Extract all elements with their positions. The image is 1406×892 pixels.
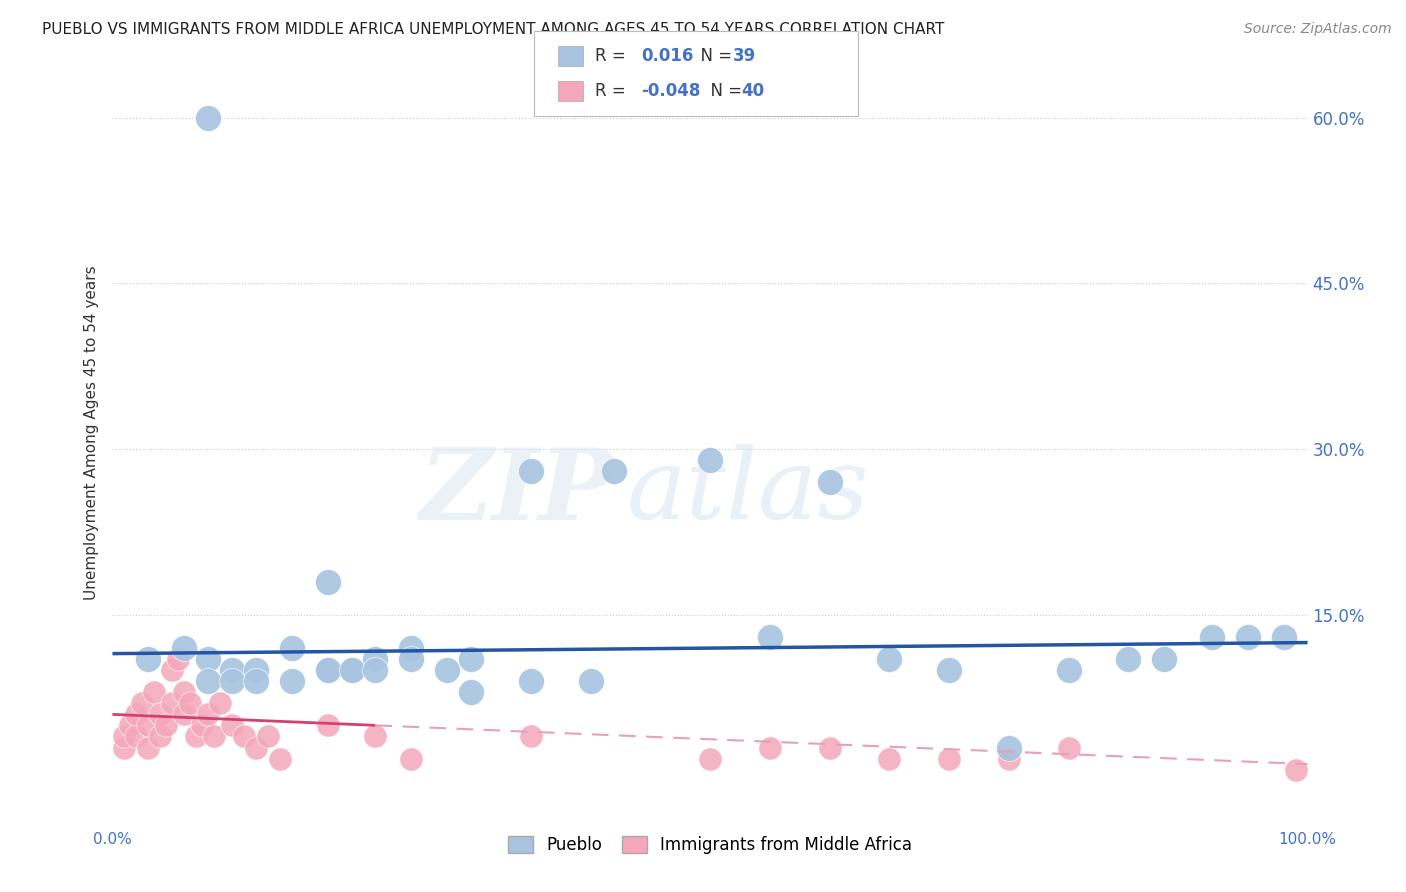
Point — [257, 730, 280, 744]
Point — [879, 652, 901, 666]
Point — [209, 697, 232, 711]
Point — [699, 751, 721, 765]
Point — [818, 740, 841, 755]
Point — [1118, 652, 1140, 666]
Text: 0.0%: 0.0% — [93, 832, 132, 847]
Point — [316, 718, 339, 732]
Point — [125, 707, 148, 722]
Text: ZIP: ZIP — [419, 443, 614, 540]
Point — [316, 574, 339, 589]
Point — [520, 674, 543, 689]
Text: R =: R = — [595, 82, 631, 100]
Point — [138, 652, 160, 666]
Point — [938, 663, 960, 677]
Point — [364, 663, 387, 677]
Point — [520, 730, 543, 744]
Point — [197, 674, 219, 689]
Point — [520, 464, 543, 478]
Point — [1237, 630, 1260, 644]
Point — [173, 685, 195, 699]
Point — [879, 751, 901, 765]
Point — [245, 740, 267, 755]
Point — [401, 652, 423, 666]
Point — [401, 641, 423, 656]
Point — [316, 663, 339, 677]
Point — [340, 663, 363, 677]
Point — [155, 718, 177, 732]
Point — [1272, 630, 1295, 644]
Point — [167, 652, 190, 666]
Point — [114, 730, 135, 744]
Point — [197, 111, 219, 125]
Text: 0.016: 0.016 — [641, 47, 693, 65]
Point — [186, 730, 208, 744]
Point — [149, 707, 172, 722]
Point — [1153, 652, 1175, 666]
Point — [245, 674, 267, 689]
Point — [759, 740, 782, 755]
Point — [759, 630, 782, 644]
Point — [197, 652, 219, 666]
Point — [1285, 763, 1308, 777]
Text: -0.048: -0.048 — [641, 82, 700, 100]
Legend: Pueblo, Immigrants from Middle Africa: Pueblo, Immigrants from Middle Africa — [501, 830, 920, 861]
Point — [173, 707, 195, 722]
Point — [173, 641, 195, 656]
Point — [162, 663, 183, 677]
Point — [998, 751, 1021, 765]
Point — [202, 730, 225, 744]
Point — [179, 697, 201, 711]
Point — [364, 730, 387, 744]
Point — [281, 641, 304, 656]
Point — [281, 674, 304, 689]
Y-axis label: Unemployment Among Ages 45 to 54 years: Unemployment Among Ages 45 to 54 years — [83, 265, 98, 600]
Point — [162, 697, 183, 711]
Point — [818, 475, 841, 490]
Point — [221, 674, 243, 689]
Point — [436, 663, 458, 677]
Point — [699, 453, 721, 467]
Text: PUEBLO VS IMMIGRANTS FROM MIDDLE AFRICA UNEMPLOYMENT AMONG AGES 45 TO 54 YEARS C: PUEBLO VS IMMIGRANTS FROM MIDDLE AFRICA … — [42, 22, 945, 37]
Point — [221, 718, 243, 732]
Point — [938, 751, 960, 765]
Point — [401, 751, 423, 765]
Text: Source: ZipAtlas.com: Source: ZipAtlas.com — [1244, 22, 1392, 37]
Text: 40: 40 — [741, 82, 763, 100]
Point — [245, 663, 267, 677]
Point — [143, 685, 166, 699]
Point — [1057, 740, 1080, 755]
Point — [138, 740, 160, 755]
Point — [138, 718, 160, 732]
Text: R =: R = — [595, 47, 631, 65]
Point — [460, 652, 482, 666]
Point — [125, 730, 148, 744]
Text: N =: N = — [690, 47, 738, 65]
Point — [233, 730, 256, 744]
Point — [340, 663, 363, 677]
Point — [149, 730, 172, 744]
Point — [316, 663, 339, 677]
Point — [1201, 630, 1223, 644]
Point — [364, 652, 387, 666]
Point — [460, 685, 482, 699]
Point — [197, 707, 219, 722]
Point — [269, 751, 291, 765]
Text: atlas: atlas — [627, 444, 869, 540]
Point — [131, 697, 153, 711]
Point — [603, 464, 626, 478]
Point — [191, 718, 214, 732]
Text: N =: N = — [700, 82, 748, 100]
Point — [221, 663, 243, 677]
Point — [120, 718, 142, 732]
Point — [1057, 663, 1080, 677]
Point — [579, 674, 602, 689]
Point — [998, 740, 1021, 755]
Text: 100.0%: 100.0% — [1278, 832, 1337, 847]
Text: 39: 39 — [733, 47, 756, 65]
Point — [114, 740, 135, 755]
